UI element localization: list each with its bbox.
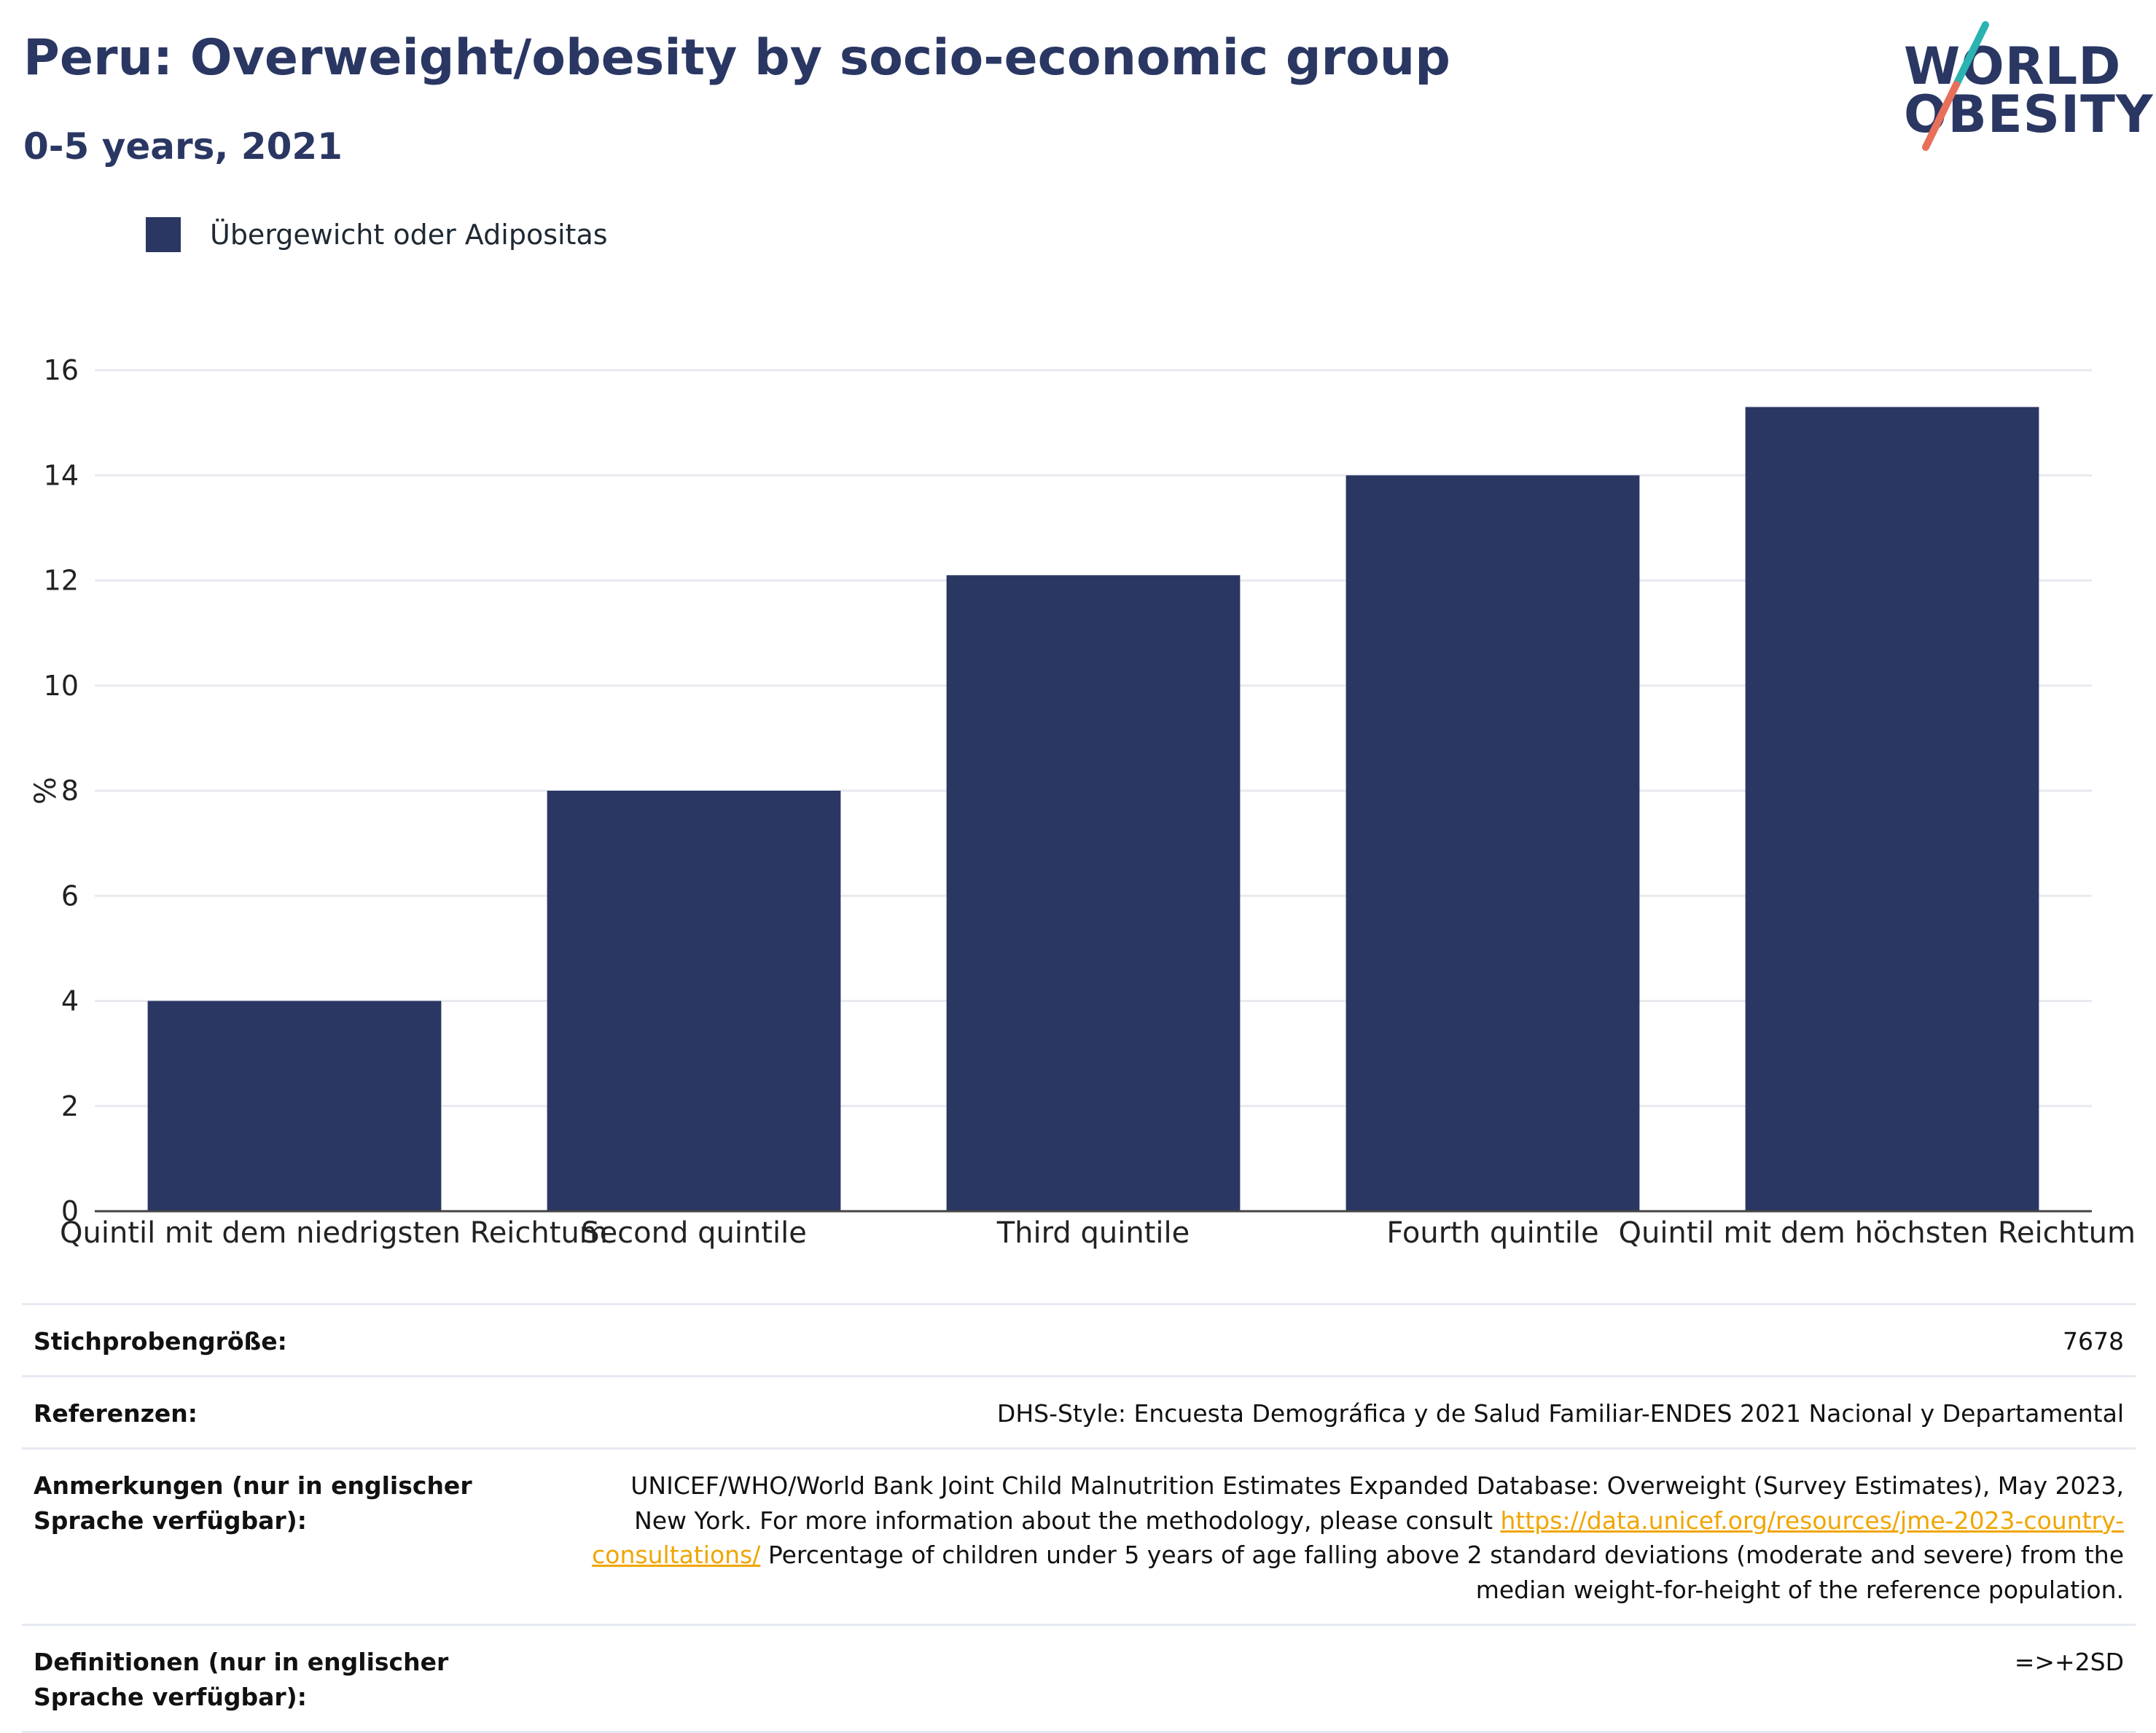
- y-tick-label: 16: [44, 354, 79, 386]
- x-tick-label: Third quintile: [996, 1216, 1190, 1250]
- y-tick-label: 6: [61, 880, 79, 912]
- y-tick-label: 8: [61, 775, 79, 807]
- y-tick-label: 2: [61, 1090, 79, 1122]
- bar-chart: 0 2 4 6 8 10 12 14 16% Quintil mit dem niedrigste…: [29, 354, 2136, 1250]
- y-axis-label: %: [29, 777, 63, 805]
- legend-label: Übergewicht oder Adipositas: [210, 219, 608, 251]
- methodology-link[interactable]: https://data.unicef.org/resources/jme-20…: [592, 1506, 2124, 1570]
- notes-label: Anmerkungen (nur in englischer Sprache v…: [34, 1471, 472, 1535]
- bar: [946, 575, 1241, 1211]
- y-tick-label: 0: [61, 1195, 79, 1227]
- logo-slash-icon: [1922, 21, 1989, 151]
- sample-size-label: Stichprobengröße:: [34, 1327, 287, 1356]
- x-tick-label: Quintil mit dem niedrigsten Reichtum: [60, 1216, 608, 1250]
- bar: [147, 1001, 442, 1211]
- metadata-row-definitions: Definitionen (nur in englischer Sprache …: [22, 1624, 2136, 1733]
- logo-text-world: WORLD: [1904, 36, 2122, 96]
- metadata-table: Stichprobengröße: 7678 Referenzen: DHS-S…: [22, 1303, 2136, 1733]
- metadata-row-notes: Anmerkungen (nur in englischer Sprache v…: [22, 1447, 2136, 1624]
- definitions-value: =>+2SD: [2014, 1648, 2124, 1677]
- y-tick-label: 14: [44, 459, 79, 491]
- legend[interactable]: Übergewicht oder Adipositas: [146, 217, 608, 252]
- y-tick-label: 4: [61, 985, 79, 1017]
- metadata-row-references: Referenzen: DHS-Style: Encuesta Demográf…: [22, 1374, 2136, 1447]
- bar: [1345, 475, 1640, 1211]
- y-tick-label: 10: [44, 670, 79, 702]
- references-value: DHS-Style: Encuesta Demográfica y de Sal…: [996, 1398, 2124, 1428]
- metadata-row-sample-size: Stichprobengröße: 7678: [22, 1303, 2136, 1375]
- y-tick-label: 12: [44, 565, 79, 597]
- notes-text-after: Percentage of children under 5 years of …: [760, 1541, 2124, 1605]
- legend-swatch: [146, 217, 181, 252]
- references-label: Referenzen:: [34, 1398, 198, 1428]
- x-tick-label: Fourth quintile: [1386, 1216, 1598, 1250]
- sample-size-value: 7678: [2063, 1327, 2124, 1356]
- notes-value: UNICEF/WHO/World Bank Joint Child Malnut…: [579, 1468, 2124, 1608]
- chart-title: Peru: Overweight/obesity by socio-econom…: [23, 29, 1450, 87]
- world-obesity-logo: WORLD OBESITY: [1904, 20, 2153, 152]
- notes-text-before: UNICEF/WHO/World Bank Joint Child Malnut…: [630, 1471, 2124, 1535]
- bar: [1745, 407, 2039, 1211]
- definitions-label: Definitionen (nur in englischer Sprache …: [34, 1648, 449, 1711]
- x-tick-label: Quintil mit dem höchsten Reichtum: [1618, 1216, 2136, 1250]
- bar: [547, 791, 841, 1211]
- chart-subtitle: 0-5 years, 2021: [23, 125, 343, 168]
- x-tick-label: Second quintile: [581, 1216, 807, 1250]
